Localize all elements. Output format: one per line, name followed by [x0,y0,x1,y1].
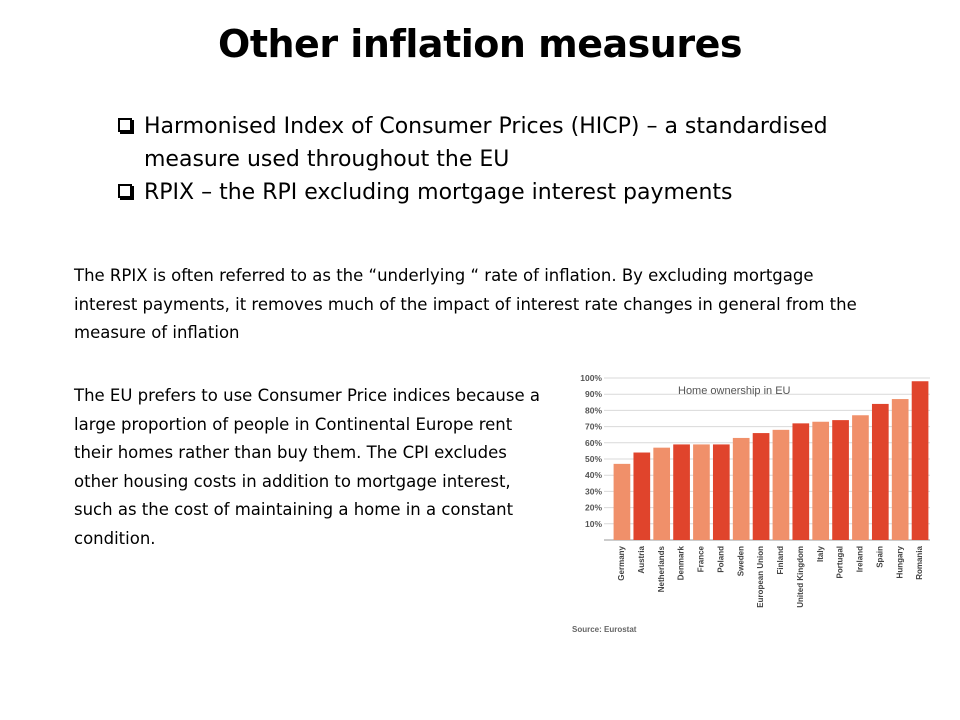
y-tick-label: 40% [585,470,602,480]
x-tick-label: Sweden [736,546,745,576]
x-tick-label: Germany [617,545,626,580]
bar [832,420,849,540]
bar [852,415,869,540]
x-tick-label: Poland [716,546,725,573]
bullet-item-hicp: Harmonised Index of Consumer Prices (HIC… [118,110,878,176]
x-tick-label: Hungary [895,545,904,578]
bar [613,463,631,540]
bullet-text: Harmonised Index of Consumer Prices (HIC… [144,114,828,172]
y-tick-label: 30% [585,486,602,496]
bar [891,399,909,540]
checkbox-bullet-icon [118,118,132,132]
x-tick-label: Spain [875,546,884,568]
bullet-item-rpix: RPIX – the RPI excluding mortgage intere… [118,176,878,209]
x-tick-label: Finland [776,546,785,575]
y-tick-label: 100% [580,373,602,383]
y-tick-label: 50% [585,454,602,464]
x-tick-label: Romania [915,545,924,579]
eu-cpi-paragraph: The EU prefers to use Consumer Price ind… [74,386,540,548]
bar [712,444,730,540]
y-tick-label: 90% [585,389,602,399]
chart-canvas: 10% 20% 30% 40% 50% 60% 70% 80% 90% 100% Germany Au… [572,373,930,634]
x-tick-label: Austria [637,545,646,573]
bar [812,421,830,540]
y-tick-label: 80% [585,405,602,415]
chart-title: Home ownership in EU [678,385,791,397]
y-tick-label: 70% [585,422,602,432]
y-tick-label: 20% [585,503,602,513]
home-ownership-chart: 10% 20% 30% 40% 50% 60% 70% 80% 90% 100% Germany Au… [560,364,940,644]
bar [792,423,810,540]
chart-source: Source: Eurostat [572,625,637,634]
x-tick-label: European Union [756,546,765,608]
y-tick-label: 60% [585,438,602,448]
bar [732,437,750,540]
bar [911,381,929,540]
bar [633,452,651,540]
rpix-paragraph: The RPIX is often referred to as the “un… [74,266,857,342]
bar [673,444,690,540]
x-tick-label: Netherlands [657,545,666,592]
bar [653,447,671,540]
bar [752,433,770,540]
x-tick-label: Denmark [677,545,686,580]
bullet-text: RPIX – the RPI excluding mortgage intere… [144,180,733,205]
checkbox-bullet-icon [118,184,132,198]
x-tick-label: Ireland [856,546,865,572]
bullet-list: Harmonised Index of Consumer Prices (HIC… [118,110,878,209]
y-tick-label: 10% [585,519,602,529]
x-tick-label: Portugal [836,546,845,578]
slide-title: Other inflation measures [218,22,742,66]
bar [871,403,889,540]
x-tick-label: Italy [816,545,825,562]
bar [693,444,710,540]
x-tick-label: United Kingdom [796,546,805,608]
x-tick-label: France [697,545,706,572]
bar [772,429,790,540]
